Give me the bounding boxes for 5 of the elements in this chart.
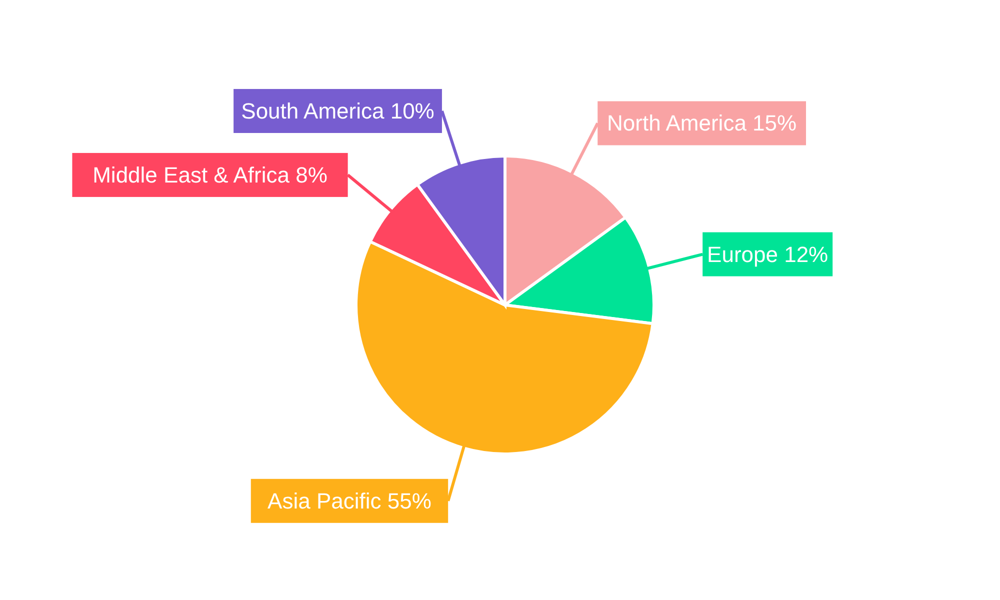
slice-label: Middle East & Africa 8% [92,162,328,188]
slice-label: North America 15% [607,110,797,136]
slice-label: Europe 12% [707,242,828,267]
slice-label: South America 10% [241,98,434,124]
slice-label: Asia Pacific 55% [268,488,432,514]
